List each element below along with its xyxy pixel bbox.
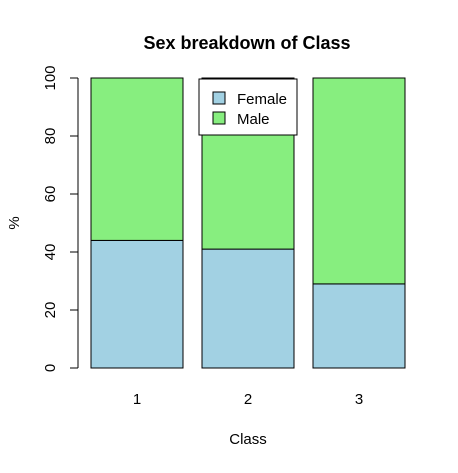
y-tick-label-20: 20 [42, 302, 59, 319]
y-tick-label-100: 100 [42, 65, 59, 90]
x-tick-label-2: 2 [244, 391, 252, 408]
bar-male-class-3 [312, 77, 406, 285]
y-tick-label-80: 80 [42, 128, 59, 145]
y-tick-label-60: 60 [42, 186, 59, 203]
x-tick-label-3: 3 [355, 391, 363, 408]
x-axis-labels: 1 2 3 [133, 391, 363, 408]
bars-layer [90, 77, 406, 369]
x-axis-title: Class [229, 431, 267, 448]
legend-swatch-male [212, 111, 226, 125]
legend-label-female: Female [237, 91, 287, 108]
y-tick-label-40: 40 [42, 244, 59, 261]
y-tick-label-0: 0 [42, 364, 59, 372]
bar-female-class-3 [312, 283, 406, 369]
y-axis-title: % [6, 216, 23, 229]
y-axis-ticks: 0 20 40 60 80 100 [42, 65, 78, 372]
x-tick-label-1: 1 [133, 391, 141, 408]
chart-title: Sex breakdown of Class [143, 33, 350, 53]
bar-male-class-1 [90, 77, 184, 241]
legend-label-male: Male [237, 111, 270, 128]
legend-swatch-female [212, 91, 226, 105]
legend-box [198, 78, 298, 136]
legend: Female Male [198, 78, 298, 136]
bar-female-class-1 [90, 239, 184, 369]
bar-female-class-2 [201, 248, 295, 369]
